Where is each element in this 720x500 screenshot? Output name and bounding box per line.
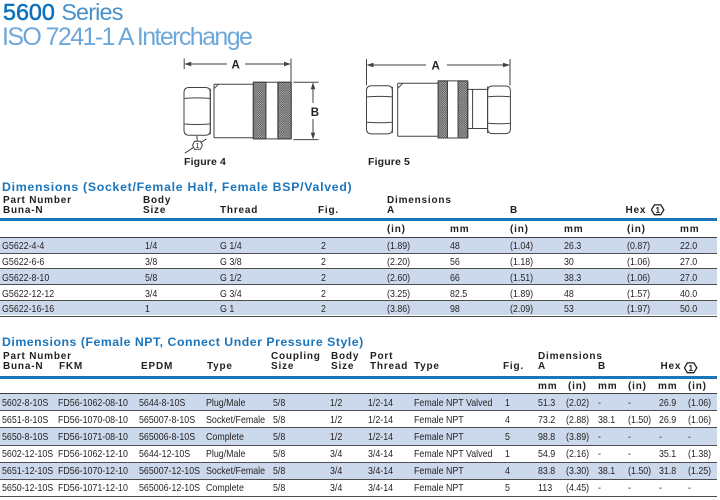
svg-text:1: 1 [196,143,200,150]
svg-text:1: 1 [688,363,693,373]
svg-text:1: 1 [655,205,660,215]
svg-text:A: A [432,61,440,73]
svg-text:A: A [232,60,240,72]
svg-text:B: B [311,107,319,119]
